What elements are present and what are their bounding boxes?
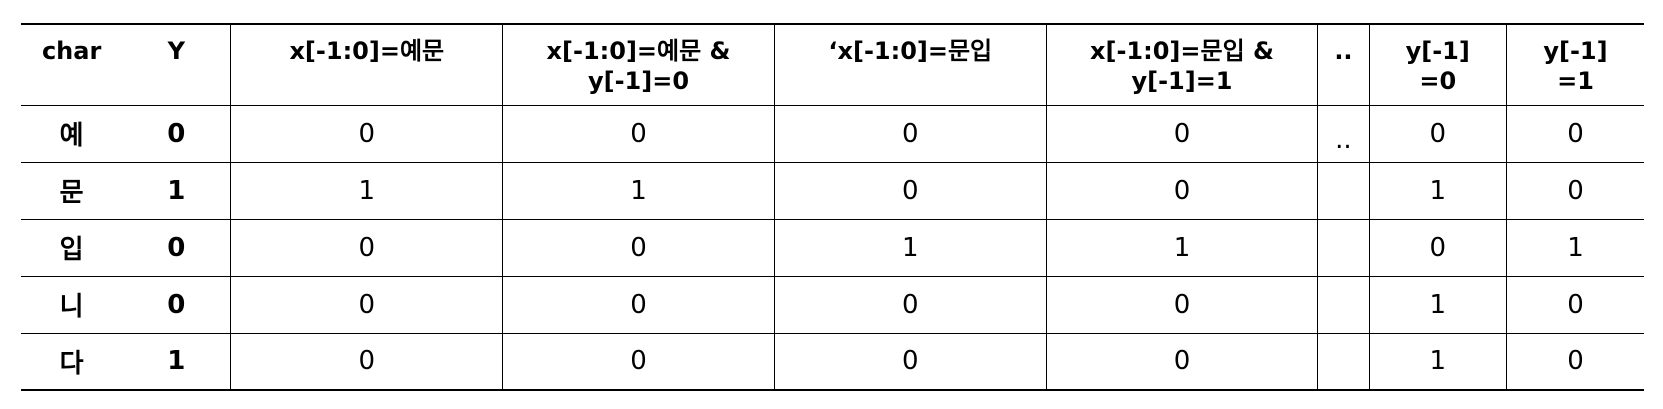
value-cell: 0 bbox=[1506, 276, 1644, 334]
value-cell: 1 bbox=[1046, 219, 1319, 277]
label-cell: 1 bbox=[122, 333, 232, 391]
value-cell: 0 bbox=[774, 162, 1047, 220]
value-cell: 0 bbox=[1506, 105, 1644, 163]
header-feature-1: x[-1:0]=예문 bbox=[230, 23, 504, 106]
table-row: 예 0 0 0 0 0 .. 0 0 bbox=[21, 105, 1644, 163]
value-cell: 0 bbox=[230, 276, 504, 334]
table-row: 니 0 0 0 0 0 1 0 bbox=[21, 276, 1644, 334]
value-cell: 0 bbox=[774, 276, 1047, 334]
header-char: char bbox=[21, 23, 123, 106]
label-cell: 0 bbox=[122, 276, 232, 334]
value-cell: 1 bbox=[502, 162, 775, 220]
value-cell: 1 bbox=[1369, 276, 1507, 334]
header-feature-4: x[-1:0]=문입 & y[-1]=1 bbox=[1046, 23, 1319, 106]
ellipsis-cell: .. bbox=[1317, 105, 1370, 163]
char-cell: 니 bbox=[21, 276, 123, 334]
table-row: 입 0 0 0 1 1 0 1 bbox=[21, 219, 1644, 277]
value-cell: 0 bbox=[774, 105, 1047, 163]
char-cell: 문 bbox=[21, 162, 123, 220]
label-cell: 0 bbox=[122, 219, 232, 277]
value-cell: 0 bbox=[1046, 162, 1319, 220]
value-cell: 0 bbox=[230, 333, 504, 391]
table-row: 다 1 0 0 0 0 1 0 bbox=[21, 333, 1644, 391]
value-cell: 0 bbox=[230, 105, 504, 163]
value-cell: 0 bbox=[1506, 333, 1644, 391]
char-cell: 예 bbox=[21, 105, 123, 163]
ellipsis-cell bbox=[1317, 162, 1370, 220]
value-cell: 0 bbox=[502, 276, 775, 334]
label-cell: 0 bbox=[122, 105, 232, 163]
table-row: 문 1 1 1 0 0 1 0 bbox=[21, 162, 1644, 220]
value-cell: 0 bbox=[1369, 105, 1507, 163]
value-cell: 0 bbox=[502, 105, 775, 163]
header-feature-5: y[-1] =0 bbox=[1369, 23, 1507, 106]
char-cell: 다 bbox=[21, 333, 123, 391]
value-cell: 0 bbox=[1506, 162, 1644, 220]
feature-table: char Y x[-1:0]=예문 x[-1:0]=예문 & y[-1]=0 ‘… bbox=[21, 23, 1644, 391]
value-cell: 0 bbox=[502, 333, 775, 391]
ellipsis-cell bbox=[1317, 333, 1370, 391]
value-cell: 0 bbox=[1369, 219, 1507, 277]
value-cell: 0 bbox=[230, 219, 504, 277]
table-header: char Y x[-1:0]=예문 x[-1:0]=예문 & y[-1]=0 ‘… bbox=[21, 23, 1644, 106]
header-feature-6: y[-1] =1 bbox=[1506, 23, 1644, 106]
ellipsis-text: .. bbox=[1335, 124, 1352, 155]
value-cell: 0 bbox=[1046, 276, 1319, 334]
value-cell: 0 bbox=[774, 333, 1047, 391]
value-cell: 1 bbox=[1369, 333, 1507, 391]
value-cell: 0 bbox=[1046, 105, 1319, 163]
value-cell: 1 bbox=[230, 162, 504, 220]
value-cell: 0 bbox=[1046, 333, 1319, 391]
header-ellipsis: .. bbox=[1317, 23, 1370, 106]
header-y: Y bbox=[122, 23, 232, 106]
char-cell: 입 bbox=[21, 219, 123, 277]
value-cell: 1 bbox=[774, 219, 1047, 277]
ellipsis-cell bbox=[1317, 276, 1370, 334]
value-cell: 0 bbox=[502, 219, 775, 277]
label-cell: 1 bbox=[122, 162, 232, 220]
value-cell: 1 bbox=[1369, 162, 1507, 220]
value-cell: 1 bbox=[1506, 219, 1644, 277]
ellipsis-cell bbox=[1317, 219, 1370, 277]
header-row: char Y x[-1:0]=예문 x[-1:0]=예문 & y[-1]=0 ‘… bbox=[21, 23, 1644, 106]
header-feature-2: x[-1:0]=예문 & y[-1]=0 bbox=[502, 23, 775, 106]
table-body: 예 0 0 0 0 0 .. 0 0 문 1 1 1 0 0 1 0 입 0 0… bbox=[21, 105, 1644, 391]
header-feature-3: ‘x[-1:0]=문입 bbox=[774, 23, 1047, 106]
